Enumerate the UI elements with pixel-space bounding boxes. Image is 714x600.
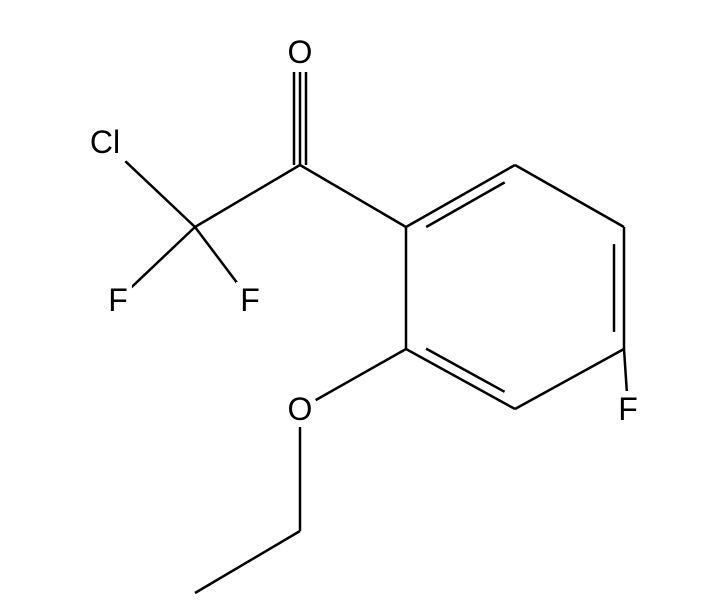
atom-label-F_right: F xyxy=(618,391,638,427)
bonds-layer xyxy=(125,72,626,593)
atom-label-F_left: F xyxy=(108,282,128,318)
atom-label-O_top: O xyxy=(288,34,313,70)
atom-label-F_mid: F xyxy=(240,282,260,318)
atom-label-OEt: O xyxy=(288,391,313,427)
labels-layer: O Cl F F O F xyxy=(81,34,642,427)
atom-label-Cl: Cl xyxy=(90,124,120,160)
molecule-diagram: O Cl F F O F xyxy=(0,0,714,600)
